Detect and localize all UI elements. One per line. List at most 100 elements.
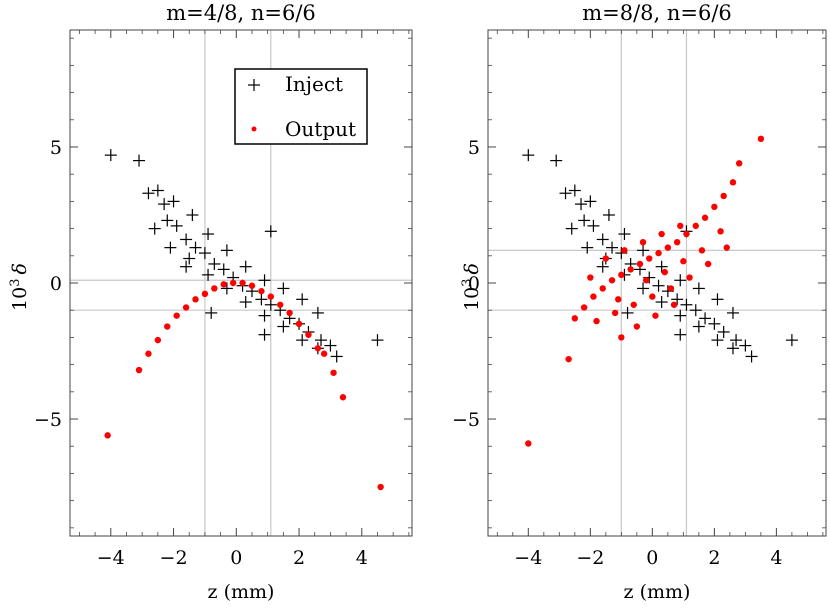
plot-left-output-point-14	[258, 287, 265, 295]
plot-right-inject-point-21	[717, 325, 730, 338]
plot-right-inject-point-20	[708, 317, 721, 330]
plot-right-inject-point-4	[575, 198, 588, 211]
plot-right-inject-point-17	[680, 298, 693, 311]
plot-left-inject-point-34	[239, 260, 252, 273]
plot-left-output-point-7	[192, 296, 199, 303]
plot-right-output-point-42	[661, 268, 668, 276]
plot-right-inject-point-3	[568, 184, 581, 197]
plot-right: m=8/8, n=6/6 −4 −2 0 2 4 5 0 −5 z (mm) 103δ	[452, 1, 827, 603]
plot-right-output-point-0	[525, 440, 532, 447]
plot-right-inject-point-1	[550, 154, 563, 167]
plot-left-output-point-8	[201, 290, 209, 298]
plot-left-inject-point-40	[183, 252, 196, 265]
plot-left-inject-point-28	[258, 328, 271, 341]
plot-right-output-point-16	[701, 214, 709, 221]
plot-left: m=4/8, n=6/6 −4 −2 0 2 4 5 0 −5 z (mm) 103δ Inj…	[8, 1, 413, 603]
plot-right-inject-point-30	[584, 195, 597, 208]
plot-right-xlabel: z (mm)	[624, 581, 691, 603]
plot-left-output-point-17	[286, 309, 293, 317]
plot-right-inject-point-38	[726, 306, 739, 319]
plot-left-inject-point-1	[133, 154, 146, 167]
plot-left-output-point-2	[145, 350, 152, 357]
plot-left-inject-point-6	[161, 214, 174, 227]
plot-left-inject-point-16	[255, 293, 268, 306]
plot-left-inject-point-35	[258, 274, 271, 287]
plot-right-output-point-5	[599, 285, 606, 292]
plot-left-inject-point-30	[167, 195, 180, 208]
plot-right-xtick-label-3: 2	[708, 547, 720, 569]
plot-left-inject-point-5	[148, 222, 161, 235]
plot-right-title: m=8/8, n=6/6	[582, 1, 732, 25]
plot-left-inject-point-33	[220, 244, 233, 257]
plot-right-inject-point-5	[565, 222, 578, 235]
plot-left-output-point-12	[239, 279, 246, 287]
plot-left-output-point-13	[248, 282, 256, 289]
plot-left-inject-point-41	[202, 268, 215, 281]
plot-left-output-point-9	[211, 285, 218, 292]
plot-right-inject-point-0	[522, 149, 535, 162]
plot-left-title: m=4/8, n=6/6	[166, 1, 316, 25]
plot-right-output-point-4	[590, 293, 597, 300]
plot-right-inject-point-8	[596, 233, 609, 246]
plot-left-inject-point-4	[158, 198, 171, 211]
plot-right-inject-point-31	[602, 208, 615, 221]
plot-left-ylabel: 103δ	[8, 263, 31, 311]
plot-right-output-point-23	[611, 309, 619, 317]
plot-left-inject-point-27	[180, 260, 193, 273]
plot-right-ytick-label-0: 5	[468, 137, 480, 159]
plot-left-xtick-label-0: −4	[97, 547, 125, 569]
plot-left-ytick-label-0: 5	[50, 137, 62, 159]
plot-right-inject-point-28	[674, 328, 687, 341]
plot-left-output-point-18	[295, 320, 303, 328]
plot-left-ytick-label-2: −5	[34, 409, 62, 431]
plot-right-output-point-2	[571, 315, 579, 322]
plot-left-inject-point-12	[217, 263, 230, 276]
plot-right-inject-point-34	[655, 260, 668, 273]
plot-right-output-point-9	[636, 260, 644, 268]
plot-left-xtick-label-4: 4	[356, 547, 368, 569]
plot-right-output-point-41	[642, 277, 650, 284]
plot-right-inject-point-35	[674, 274, 687, 287]
plot-left-inject-point-11	[208, 257, 221, 270]
plot-right-inject-point-47	[726, 342, 739, 355]
plot-left-inject-point-26	[264, 225, 277, 238]
plot-right-frame	[487, 29, 827, 537]
plot-left-output-point-16	[277, 301, 284, 308]
plot-right-output-point-35	[618, 334, 625, 341]
plot-left-output-point-19	[305, 331, 312, 338]
plot-left-inject-point-3	[151, 184, 164, 197]
plot-left-inject-point-29	[205, 306, 218, 319]
plot-left-output-point-5	[173, 312, 180, 319]
legend-box	[234, 68, 368, 145]
plot-right-output-point-17	[711, 203, 718, 211]
plot-left-inject-point-2	[142, 187, 155, 200]
plot-right-output-point-26	[667, 285, 675, 292]
plot-left-inject-point-44	[258, 309, 271, 322]
plot-right-inject-point-39	[581, 241, 594, 254]
plot-right-output-point-6	[608, 277, 616, 284]
plot-left-output-point-15	[267, 293, 275, 300]
plot-right-xtick-label-1: −2	[576, 547, 604, 569]
plot-right-output-point-36	[633, 323, 641, 330]
plot-right-output-point-40	[615, 296, 622, 303]
plot-right-inject-point-46	[711, 334, 724, 347]
plot-left-inject-point-39	[164, 241, 177, 254]
plot-left-xtick-label-1: −2	[160, 547, 188, 569]
plot-left-inject-point-31	[186, 208, 199, 221]
plot-right-inject-point-19	[699, 312, 712, 325]
plot-right-inject-point-14	[652, 279, 665, 292]
plot-right-ytick-label-2: −5	[452, 409, 480, 431]
plot-right-inject-point-22	[730, 334, 743, 347]
plot-right-inject-point-45	[692, 320, 705, 333]
plot-right-xtick-label-4: 4	[770, 547, 782, 569]
plot-right-inject-point-37	[711, 293, 724, 306]
plot-right-output-point-10	[646, 255, 653, 262]
plot-right-output-point-18	[720, 192, 727, 200]
plot-right-inject-point-29	[621, 306, 634, 319]
plot-right-output-point-43	[680, 258, 687, 265]
plot-left-xtick-label-3: 2	[293, 547, 305, 569]
plot-right-inject-point-32	[618, 228, 631, 241]
plot-left-inject-point-36	[277, 282, 290, 295]
plot-right-inject-point-23	[739, 339, 752, 352]
plot-right-output-point-34	[677, 222, 684, 230]
